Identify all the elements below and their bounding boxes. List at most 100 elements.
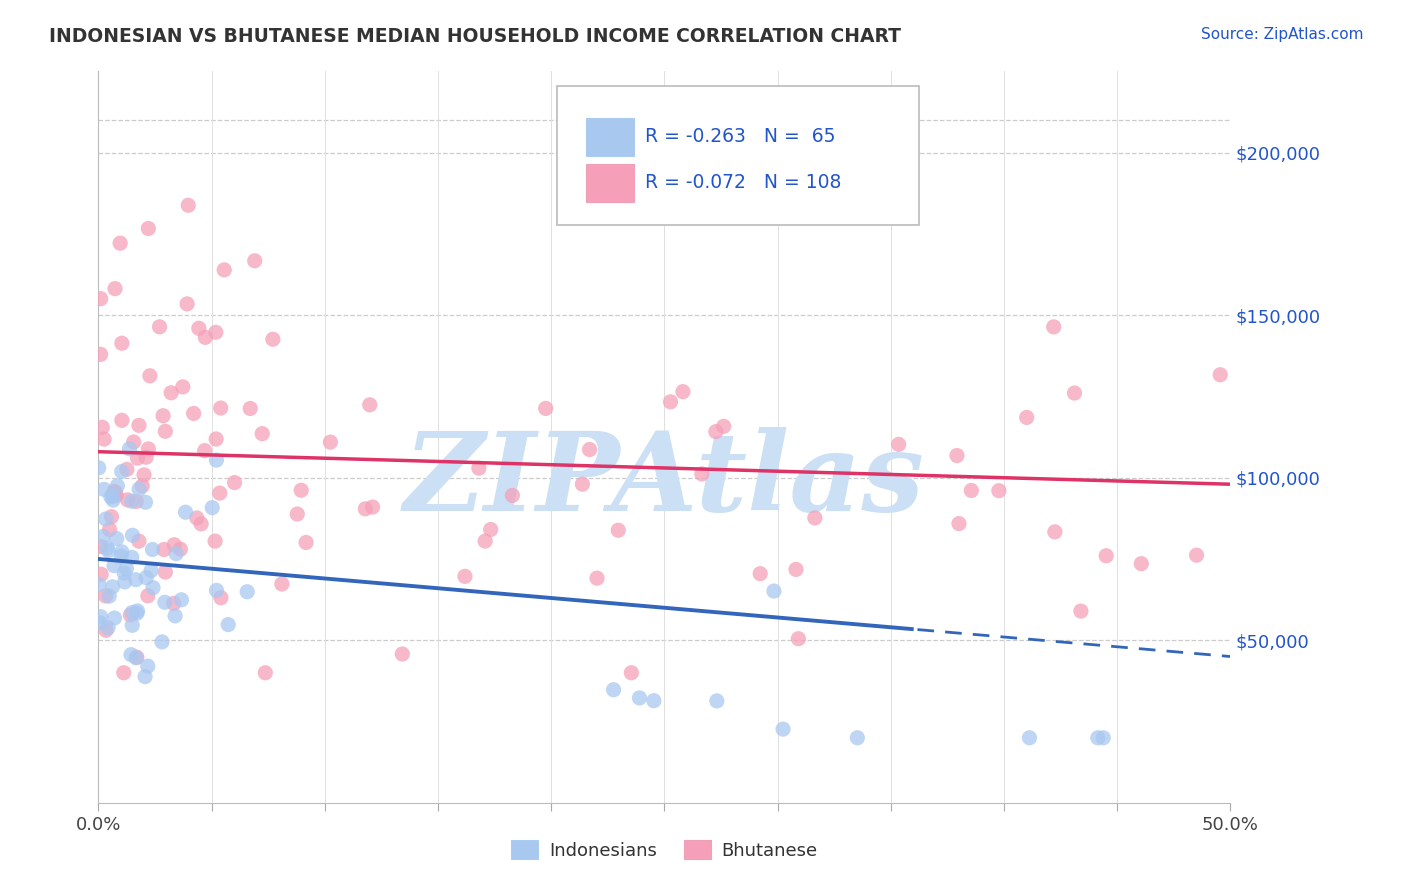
Point [785,562,807,576]
Point [110,549,132,563]
Point [1063,386,1085,401]
Point [262,332,284,346]
Point [115,561,138,575]
Point [270,577,292,591]
Point [136,659,159,673]
Point [501,488,523,502]
Point [135,571,157,585]
Point [254,665,277,680]
Text: R = -0.263   N =  65: R = -0.263 N = 65 [645,128,835,146]
Point [127,604,149,618]
Point [205,583,228,598]
Point [100,490,122,504]
Point [290,483,312,498]
Point [1185,548,1208,562]
Point [121,550,143,565]
Point [131,479,153,493]
Point [135,450,157,465]
Point [987,483,1010,498]
Point [125,650,148,665]
Point [165,608,187,623]
Point [479,523,502,537]
Point [87,460,110,475]
Point [101,580,124,594]
Point [121,528,143,542]
Point [90,292,112,306]
Point [111,465,134,479]
Point [120,607,142,622]
Point [121,618,143,632]
Point [578,442,600,457]
Point [176,297,198,311]
Point [128,418,150,433]
Point [887,437,910,451]
Point [170,592,193,607]
Legend: Indonesians, Bhutanese: Indonesians, Bhutanese [503,833,825,867]
Point [134,670,156,684]
Point [454,569,477,583]
Point [1070,604,1092,618]
Point [121,494,143,508]
Point [468,461,491,475]
Point [224,475,246,490]
FancyBboxPatch shape [557,86,920,225]
Point [90,540,112,554]
Point [643,694,665,708]
Point [163,538,186,552]
Point [139,368,162,383]
Point [122,435,145,450]
Point [183,407,205,421]
Point [946,449,969,463]
Point [1018,731,1040,745]
Point [1095,549,1118,563]
Point [628,690,651,705]
Point [163,596,186,610]
Point [1042,319,1064,334]
Point [101,489,124,503]
Point [111,545,134,559]
Point [194,330,217,344]
Point [672,384,695,399]
Point [153,595,176,609]
Point [118,442,141,456]
Point [105,488,128,502]
Point [125,606,148,620]
Point [91,420,114,434]
Point [187,321,209,335]
Point [208,486,231,500]
Point [90,567,112,582]
Point [1092,731,1115,745]
Point [295,535,318,549]
Point [103,611,125,625]
Point [136,221,159,235]
Point [749,566,772,581]
Point [659,395,682,409]
Point [103,484,125,499]
Point [243,253,266,268]
Point [354,501,377,516]
Point [105,532,128,546]
Point [101,493,124,508]
Point [111,336,134,351]
Point [90,347,112,361]
Point [190,516,212,531]
Point [174,505,197,519]
Point [177,198,200,212]
Point [100,509,122,524]
Point [125,573,148,587]
Point [87,577,110,591]
Point [155,565,177,579]
Point [209,591,232,605]
Point [201,500,224,515]
Point [94,624,117,638]
Point [134,495,156,509]
Point [602,682,624,697]
Point [152,409,174,423]
Point [204,534,226,549]
FancyBboxPatch shape [586,118,634,156]
Point [1087,731,1109,745]
Point [155,425,177,439]
FancyBboxPatch shape [586,164,634,202]
Point [127,451,149,466]
Point [136,589,159,603]
